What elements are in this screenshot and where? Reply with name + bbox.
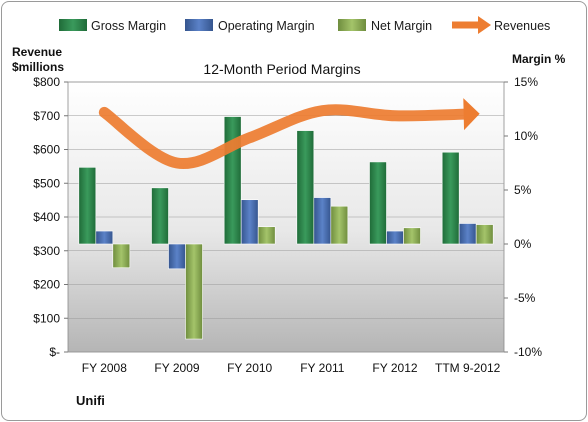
y-left-title-line1: Revenue (12, 45, 62, 59)
x-tick-label: FY 2011 (300, 361, 345, 375)
x-tick-label: FY 2009 (154, 361, 199, 375)
legend-swatch-operating-margin (185, 19, 213, 31)
x-tick-label: FY 2010 (227, 361, 272, 375)
bar-operating-margin (168, 243, 186, 270)
x-axis: FY 2008 FY 2009 FY 2010 FY 2011 FY 2012 TTM 9… (82, 361, 501, 375)
legend-swatch-gross-margin (59, 19, 87, 31)
right-tick-label: -10% (514, 345, 542, 359)
legend-arrowhead-revenues (478, 16, 491, 34)
bar-operating-margin (313, 197, 332, 245)
bar-series (78, 116, 494, 340)
bar-gross-margin (369, 161, 387, 245)
bar-operating-margin (95, 230, 114, 245)
x-tick-label: FY 2008 (82, 361, 127, 375)
right-tick-label: 5% (514, 183, 532, 197)
bar-net-margin (185, 243, 203, 340)
y-left-title-line2: $millions (12, 60, 64, 74)
bar-gross-margin (441, 151, 460, 245)
legend-item-net-margin: Net Margin (338, 19, 432, 33)
x-tick-label: TTM 9-2012 (435, 361, 501, 375)
revenue-line (98, 104, 474, 170)
legend-label-operating-margin: Operating Margin (218, 19, 315, 33)
y-right-title: Margin % (512, 52, 566, 66)
revenue-series (98, 98, 480, 170)
legend: Gross Margin Operating Margin Net Margin… (59, 16, 550, 34)
legend-item-revenues: Revenues (452, 16, 550, 34)
bar-net-margin (475, 224, 494, 245)
right-axis: -10% -5% 0% 5% 10% 15% (504, 75, 542, 359)
bar-gross-margin (151, 187, 169, 245)
chart-title: 12-Month Period Margins (203, 61, 360, 77)
bar-gross-margin (296, 130, 315, 245)
legend-label-revenues: Revenues (494, 19, 550, 33)
left-tick-label: $200 (33, 278, 60, 292)
bar-net-margin (330, 205, 349, 245)
bar-operating-margin (386, 230, 404, 245)
legend-label-gross-margin: Gross Margin (91, 19, 166, 33)
left-tick-label: $300 (33, 244, 60, 258)
legend-label-net-margin: Net Margin (371, 19, 432, 33)
bar-gross-margin (78, 167, 97, 245)
legend-item-gross-margin: Gross Margin (59, 19, 166, 33)
bar-net-margin (257, 226, 276, 245)
legend-item-operating-margin: Operating Margin (185, 19, 315, 33)
right-tick-label: 0% (514, 237, 532, 251)
left-tick-label: $700 (33, 109, 60, 123)
left-tick-label: $- (49, 345, 60, 359)
right-tick-label: 10% (514, 129, 538, 143)
left-tick-label: $500 (33, 176, 60, 190)
legend-swatch-net-margin (338, 19, 366, 31)
company-name: Unifi (76, 393, 105, 408)
left-tick-label: $800 (33, 75, 60, 89)
bar-gross-margin (223, 116, 242, 245)
bar-operating-margin (458, 223, 477, 245)
bar-net-margin (403, 227, 421, 245)
bar-operating-margin (240, 199, 259, 245)
right-tick-label: -5% (514, 291, 536, 305)
x-tick-label: FY 2012 (372, 361, 417, 375)
left-tick-label: $600 (33, 143, 60, 157)
left-tick-label: $400 (33, 210, 60, 224)
revenue-arrowhead (463, 98, 480, 131)
left-tick-label: $100 (33, 311, 60, 325)
bar-net-margin (112, 243, 131, 269)
right-tick-label: 15% (514, 75, 538, 89)
left-axis: $- $100 $200 $300 $400 $500 $600 $700 $800 (33, 75, 68, 359)
